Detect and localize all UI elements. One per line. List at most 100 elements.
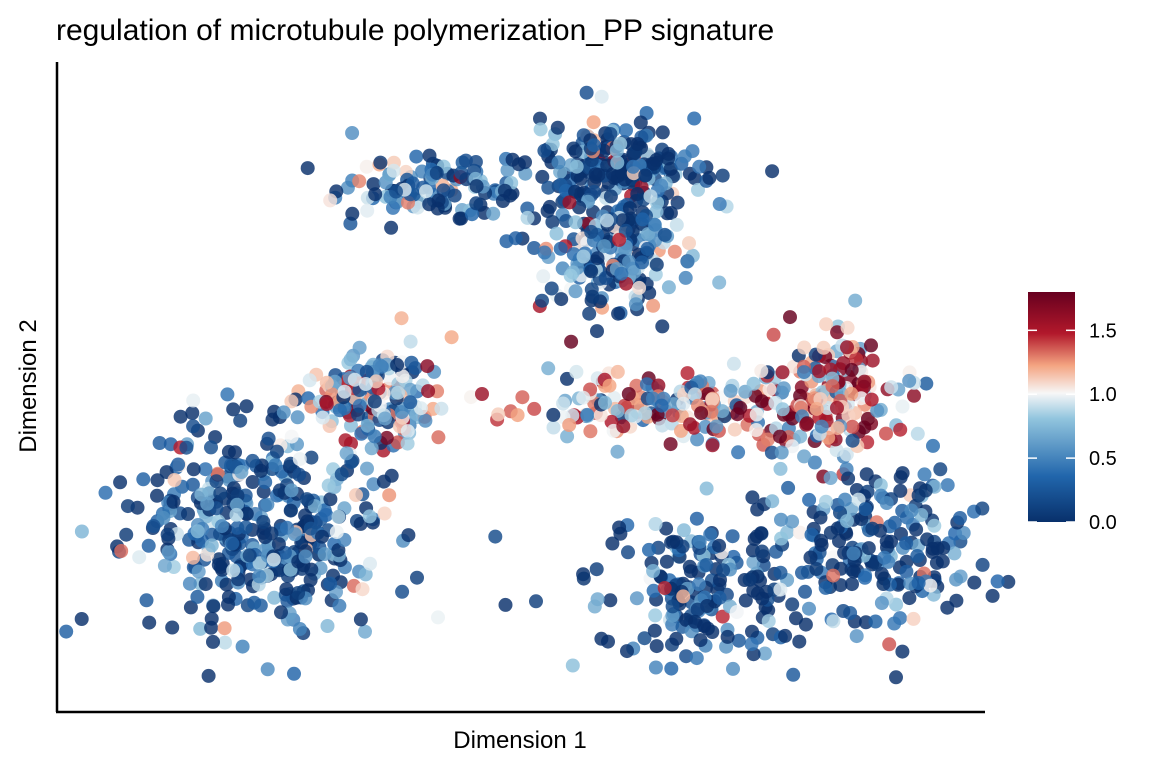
data-point bbox=[877, 550, 892, 565]
data-point bbox=[598, 395, 612, 410]
data-point bbox=[152, 436, 167, 450]
data-point bbox=[359, 364, 374, 379]
data-point bbox=[712, 197, 727, 211]
data-point bbox=[930, 541, 945, 556]
data-point bbox=[458, 153, 473, 168]
data-point bbox=[654, 398, 669, 413]
data-point bbox=[475, 387, 489, 401]
data-point bbox=[712, 275, 727, 290]
data-point bbox=[454, 211, 469, 226]
data-point bbox=[605, 536, 620, 551]
data-point bbox=[610, 155, 625, 170]
data-point bbox=[646, 583, 661, 598]
data-point bbox=[191, 564, 206, 579]
data-point bbox=[844, 362, 859, 377]
data-point bbox=[351, 407, 366, 422]
data-point bbox=[699, 558, 714, 572]
data-point bbox=[778, 628, 793, 643]
data-point bbox=[431, 610, 445, 625]
data-point bbox=[520, 210, 535, 225]
data-point bbox=[253, 463, 268, 478]
data-point bbox=[550, 120, 565, 135]
data-point bbox=[136, 472, 151, 487]
data-point bbox=[657, 581, 672, 595]
data-point bbox=[551, 155, 566, 170]
data-point bbox=[940, 478, 955, 493]
data-point bbox=[198, 577, 213, 592]
data-point bbox=[545, 215, 560, 229]
data-point bbox=[893, 470, 908, 485]
data-point bbox=[287, 527, 302, 542]
data-point bbox=[242, 548, 257, 563]
data-point bbox=[689, 511, 704, 526]
data-point bbox=[331, 543, 346, 558]
data-point bbox=[659, 554, 674, 569]
data-point bbox=[830, 400, 844, 415]
data-point bbox=[320, 619, 335, 633]
data-point bbox=[347, 372, 362, 387]
data-point bbox=[553, 241, 568, 256]
data-point bbox=[813, 510, 828, 525]
data-point bbox=[793, 388, 808, 403]
data-point bbox=[198, 411, 213, 426]
data-point bbox=[830, 421, 845, 436]
data-point bbox=[498, 597, 513, 612]
data-point bbox=[378, 411, 392, 426]
data-point bbox=[183, 600, 198, 615]
data-point bbox=[655, 125, 670, 140]
data-point bbox=[546, 407, 561, 422]
data-point bbox=[818, 580, 833, 595]
data-point bbox=[420, 359, 435, 374]
data-point bbox=[702, 170, 717, 185]
data-point bbox=[649, 153, 664, 167]
data-point bbox=[319, 397, 334, 411]
data-point bbox=[233, 413, 248, 428]
data-point bbox=[633, 115, 648, 130]
data-point bbox=[291, 586, 306, 600]
data-point bbox=[715, 404, 730, 419]
data-point bbox=[368, 187, 383, 202]
data-point bbox=[887, 616, 902, 631]
data-point bbox=[74, 612, 89, 626]
data-point bbox=[744, 637, 759, 652]
data-point bbox=[384, 220, 399, 235]
data-point bbox=[319, 508, 334, 522]
data-point bbox=[579, 85, 594, 100]
data-point bbox=[659, 521, 674, 536]
data-point bbox=[712, 590, 727, 605]
data-point bbox=[431, 430, 446, 445]
data-point bbox=[556, 396, 571, 411]
data-point bbox=[156, 510, 171, 525]
data-point bbox=[715, 168, 730, 183]
data-point bbox=[865, 521, 880, 536]
data-point bbox=[775, 402, 790, 417]
data-point bbox=[401, 528, 416, 543]
data-point bbox=[904, 503, 919, 518]
data-point bbox=[715, 609, 730, 624]
data-point bbox=[568, 184, 583, 199]
data-point bbox=[676, 589, 691, 604]
data-point bbox=[274, 605, 288, 620]
data-point bbox=[729, 605, 744, 619]
data-point bbox=[562, 195, 577, 210]
data-point bbox=[358, 624, 372, 639]
data-point bbox=[590, 324, 604, 339]
data-point bbox=[781, 480, 796, 495]
data-point bbox=[394, 405, 409, 420]
data-point bbox=[352, 340, 367, 355]
data-point bbox=[690, 602, 705, 617]
data-point bbox=[760, 432, 775, 447]
data-point bbox=[680, 254, 695, 269]
data-point bbox=[670, 195, 685, 210]
y-axis-label: Dimension 2 bbox=[15, 319, 42, 452]
data-point bbox=[206, 634, 220, 649]
data-point bbox=[761, 614, 776, 629]
data-point bbox=[699, 481, 714, 496]
data-point bbox=[418, 413, 433, 428]
data-point bbox=[918, 483, 933, 498]
data-point bbox=[160, 527, 175, 542]
data-point bbox=[362, 509, 377, 524]
data-point bbox=[812, 364, 827, 379]
data-point bbox=[793, 429, 808, 444]
data-point bbox=[935, 554, 950, 569]
